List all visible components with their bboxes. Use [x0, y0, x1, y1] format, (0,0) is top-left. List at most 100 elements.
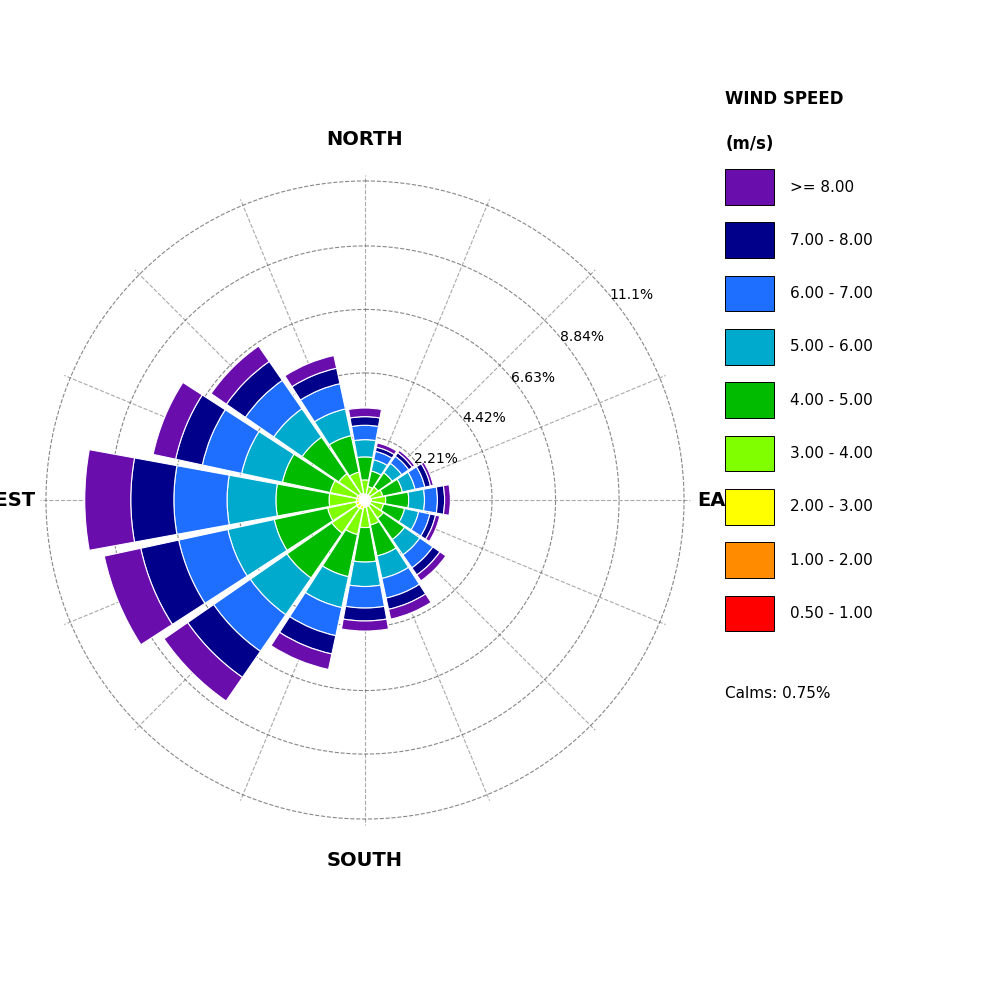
Bar [371, 460, 387, 475]
Bar [360, 501, 365, 509]
Bar [250, 554, 311, 615]
Bar [356, 500, 364, 505]
Bar [228, 520, 287, 576]
Bar [245, 380, 302, 437]
Bar [725, 489, 774, 525]
Bar [357, 501, 364, 508]
Bar [725, 276, 774, 311]
Bar [202, 410, 259, 473]
Bar [141, 540, 205, 624]
Bar [274, 508, 333, 550]
Bar [398, 450, 415, 467]
Bar [412, 547, 440, 575]
Bar [436, 486, 445, 514]
Bar [375, 447, 394, 458]
Bar [725, 382, 774, 418]
Text: 2.21%: 2.21% [414, 452, 458, 466]
Bar [725, 329, 774, 365]
Bar [377, 548, 409, 578]
Bar [369, 504, 383, 518]
Text: 4.00 - 5.00: 4.00 - 5.00 [790, 393, 873, 408]
Text: 4.42%: 4.42% [462, 411, 506, 425]
Bar [346, 585, 384, 608]
Text: 6.63%: 6.63% [511, 371, 555, 385]
Bar [341, 619, 389, 631]
Bar [725, 542, 774, 578]
Text: 2.00 - 3.00: 2.00 - 3.00 [790, 499, 873, 514]
Bar [354, 440, 376, 458]
Bar [271, 632, 332, 669]
Bar [330, 481, 358, 498]
Bar [408, 467, 425, 489]
Bar [443, 485, 450, 515]
Bar [226, 361, 282, 417]
Bar [174, 466, 229, 534]
Bar [390, 456, 409, 475]
Bar [370, 521, 396, 556]
Text: 5.00 - 6.00: 5.00 - 6.00 [790, 339, 873, 354]
Bar [361, 480, 369, 494]
Bar [386, 584, 426, 609]
Bar [300, 384, 345, 422]
Bar [339, 474, 361, 496]
Bar [369, 490, 383, 499]
Bar [356, 498, 364, 502]
Bar [354, 527, 376, 562]
Bar [366, 499, 371, 501]
Bar [285, 356, 337, 387]
Bar [367, 487, 378, 498]
Bar [384, 463, 402, 481]
Bar [153, 382, 202, 459]
Bar [360, 507, 370, 528]
Bar [376, 443, 397, 455]
Text: 8.84%: 8.84% [560, 330, 604, 344]
Text: SOUTH: SOUTH [327, 851, 403, 870]
Bar [188, 605, 260, 677]
Bar [417, 552, 446, 581]
Bar [424, 487, 437, 513]
Bar [364, 501, 366, 507]
Bar [343, 606, 387, 621]
Bar [399, 509, 419, 530]
Bar [365, 496, 369, 500]
Text: 1.00 - 2.00: 1.00 - 2.00 [790, 553, 873, 568]
Bar [381, 504, 405, 522]
Text: (m/s): (m/s) [725, 135, 774, 153]
Bar [346, 508, 363, 535]
Bar [364, 494, 366, 499]
Bar [366, 501, 370, 505]
Bar [382, 567, 419, 598]
Text: 0.50 - 1.00: 0.50 - 1.00 [790, 606, 873, 621]
Bar [314, 409, 351, 445]
Bar [280, 617, 336, 654]
Bar [368, 471, 381, 488]
Bar [104, 548, 172, 645]
Bar [380, 479, 402, 496]
Bar [349, 561, 381, 587]
Bar [282, 454, 335, 492]
Bar [179, 530, 247, 603]
Polygon shape [359, 494, 371, 506]
Bar [364, 500, 365, 501]
Bar [361, 493, 365, 499]
Bar [359, 494, 364, 499]
Bar [725, 169, 774, 205]
Bar [411, 512, 430, 536]
Bar [421, 514, 436, 539]
Text: >= 8.00: >= 8.00 [790, 180, 854, 194]
Text: EAST: EAST [698, 490, 753, 510]
Bar [392, 527, 420, 555]
Bar [397, 472, 415, 492]
Bar [371, 496, 386, 504]
Bar [328, 502, 357, 521]
Bar [302, 437, 347, 482]
Text: NORTH: NORTH [327, 130, 403, 149]
Bar [374, 473, 392, 491]
Bar [421, 462, 433, 486]
Bar [365, 501, 369, 507]
Bar [366, 506, 379, 525]
Bar [348, 408, 382, 418]
Bar [322, 530, 358, 577]
Bar [366, 500, 370, 503]
Bar [85, 450, 135, 550]
